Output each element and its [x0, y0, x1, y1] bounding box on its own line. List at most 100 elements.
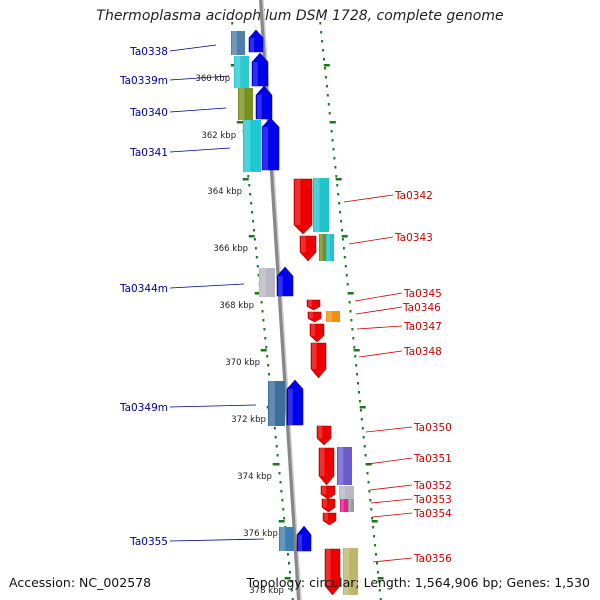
- guide-dot: [367, 481, 370, 484]
- reverse-gene-arrow-shade: [308, 300, 312, 307]
- guide-dot: [256, 265, 259, 268]
- category-box: [348, 499, 354, 512]
- forward-gene-arrow: [286, 379, 304, 426]
- guide-dot: [333, 157, 336, 160]
- guide-dot: [268, 373, 271, 376]
- guide-dot: [349, 310, 352, 313]
- leader-line: [369, 484, 413, 491]
- scale-label: 362 kbp: [201, 131, 236, 141]
- guide-dot: [323, 58, 325, 61]
- category-box-shade: [239, 88, 245, 120]
- guide-dot: [337, 193, 340, 196]
- guide-dot: [251, 211, 254, 214]
- guide-dot: [371, 517, 374, 520]
- reverse-gene-arrow: [324, 548, 341, 596]
- category-box-shade: [349, 499, 352, 512]
- category-box: [279, 527, 294, 551]
- leader-line: [348, 236, 394, 245]
- guide-dot: [282, 508, 285, 511]
- guide-dot: [358, 400, 361, 403]
- reverse-gene-arrow-shade: [311, 324, 316, 336]
- forward-gene-arrow-shade: [250, 37, 255, 52]
- guide-dot: [283, 517, 286, 520]
- reverse-gene-arrow: [307, 311, 322, 323]
- guide-dot: [261, 310, 264, 313]
- reverse-gene-arrow: [318, 447, 335, 486]
- reverse-gene-arrow: [316, 425, 332, 446]
- guide-dot: [275, 445, 278, 448]
- guide-dot: [290, 589, 293, 592]
- leader-line: [356, 325, 403, 330]
- leader-line: [354, 292, 403, 302]
- category-box: [238, 88, 253, 120]
- guide-dot: [332, 148, 335, 151]
- gene-features: [231, 29, 358, 596]
- genome-summary-text: Topology: circular; Length: 1,564,906 bp…: [246, 575, 590, 590]
- gene-labels: Ta0338 Ta0339m Ta0340 Ta0341 Ta0344m Ta0349m T…: [119, 46, 452, 565]
- scale-dotted-guides: [231, 22, 382, 600]
- guide-dot: [273, 427, 276, 430]
- gene-label-left: Ta0349m: [119, 402, 168, 414]
- reverse-gene-arrow-shade: [322, 486, 327, 495]
- guide-dot: [366, 472, 369, 475]
- scale-label: 376 kbp: [243, 529, 278, 539]
- reverse-gene-arrow-shade: [326, 549, 331, 586]
- guide-dot: [375, 553, 377, 556]
- category-box: [343, 548, 358, 595]
- guide-dot: [344, 265, 347, 268]
- guide-dot: [281, 499, 284, 502]
- guide-dot: [274, 436, 277, 439]
- reverse-gene-arrow: [322, 512, 337, 526]
- guide-dot: [338, 202, 341, 205]
- reverse-gene-arrow: [321, 498, 336, 513]
- category-box: [339, 486, 354, 499]
- reverse-gene-arrow-shade: [312, 343, 317, 369]
- leader-line: [343, 194, 394, 203]
- guide-dot: [288, 571, 291, 574]
- category-box: [337, 447, 352, 485]
- gene-label-right: Ta0354: [413, 508, 452, 520]
- category-box-shade: [340, 486, 346, 499]
- tick-right: [353, 349, 360, 352]
- guide-dot: [325, 85, 328, 88]
- forward-gene-arrow-shade: [263, 127, 269, 170]
- guide-dot: [326, 94, 329, 97]
- guide-dot: [350, 319, 353, 322]
- category-box-shade: [232, 31, 237, 55]
- guide-dot: [278, 472, 281, 475]
- scale-label: 366 kbp: [213, 244, 248, 254]
- reverse-gene-arrow: [309, 323, 325, 343]
- guide-dot: [287, 553, 289, 556]
- category-box-shade: [244, 120, 251, 172]
- guide-dot: [368, 490, 371, 493]
- category-box-shade: [269, 381, 275, 426]
- forward-gene-arrow: [255, 85, 273, 120]
- gene-label-right: Ta0351: [413, 453, 452, 465]
- guide-dot: [255, 256, 258, 259]
- tick-left: [230, 64, 237, 67]
- guide-dot: [348, 301, 351, 304]
- category-box-shade: [280, 527, 286, 551]
- guide-dot: [266, 355, 269, 358]
- tick-right: [323, 64, 330, 67]
- guide-dot: [342, 247, 345, 250]
- gene-label-left: Ta0341: [129, 147, 168, 159]
- gene-label-right: Ta0352: [413, 480, 452, 492]
- leader-line: [169, 107, 227, 113]
- guide-dot: [328, 112, 331, 115]
- category-box: [243, 120, 261, 172]
- tick-right: [335, 178, 342, 181]
- category-box-shade: [260, 268, 266, 297]
- guide-dot: [362, 436, 365, 439]
- guide-dot: [355, 364, 358, 367]
- category-box: [234, 56, 249, 88]
- category-box-shade: [327, 311, 332, 322]
- guide-dot: [363, 445, 366, 448]
- guide-dot: [361, 427, 364, 430]
- category-box-shade: [338, 447, 344, 485]
- guide-dot: [279, 481, 282, 484]
- guide-dot: [341, 238, 344, 241]
- guide-dot: [359, 409, 362, 412]
- reverse-gene-arrow: [320, 485, 336, 500]
- guide-dot: [360, 418, 363, 421]
